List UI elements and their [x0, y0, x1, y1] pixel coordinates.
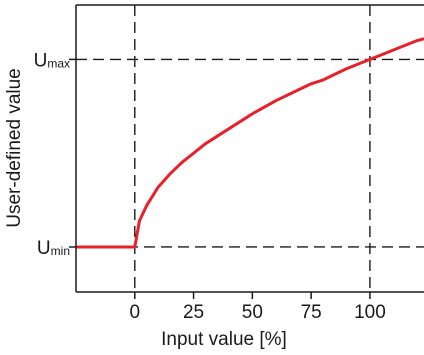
x-tick-label: 0	[129, 302, 140, 323]
plot-area	[76, 5, 424, 292]
x-tick-label: 25	[183, 302, 204, 323]
x-tick-label: 50	[242, 302, 263, 323]
y-tick-label-min: Umin	[37, 238, 70, 259]
series-line-0	[76, 37, 424, 249]
x-axis-title: Input value [%]	[161, 329, 287, 350]
x-tick-label: 100	[354, 302, 386, 323]
x-tick-label: 75	[301, 302, 322, 323]
y-axis-title: User-defined value	[4, 68, 25, 227]
y-tick-label-max: Umax	[34, 50, 70, 71]
